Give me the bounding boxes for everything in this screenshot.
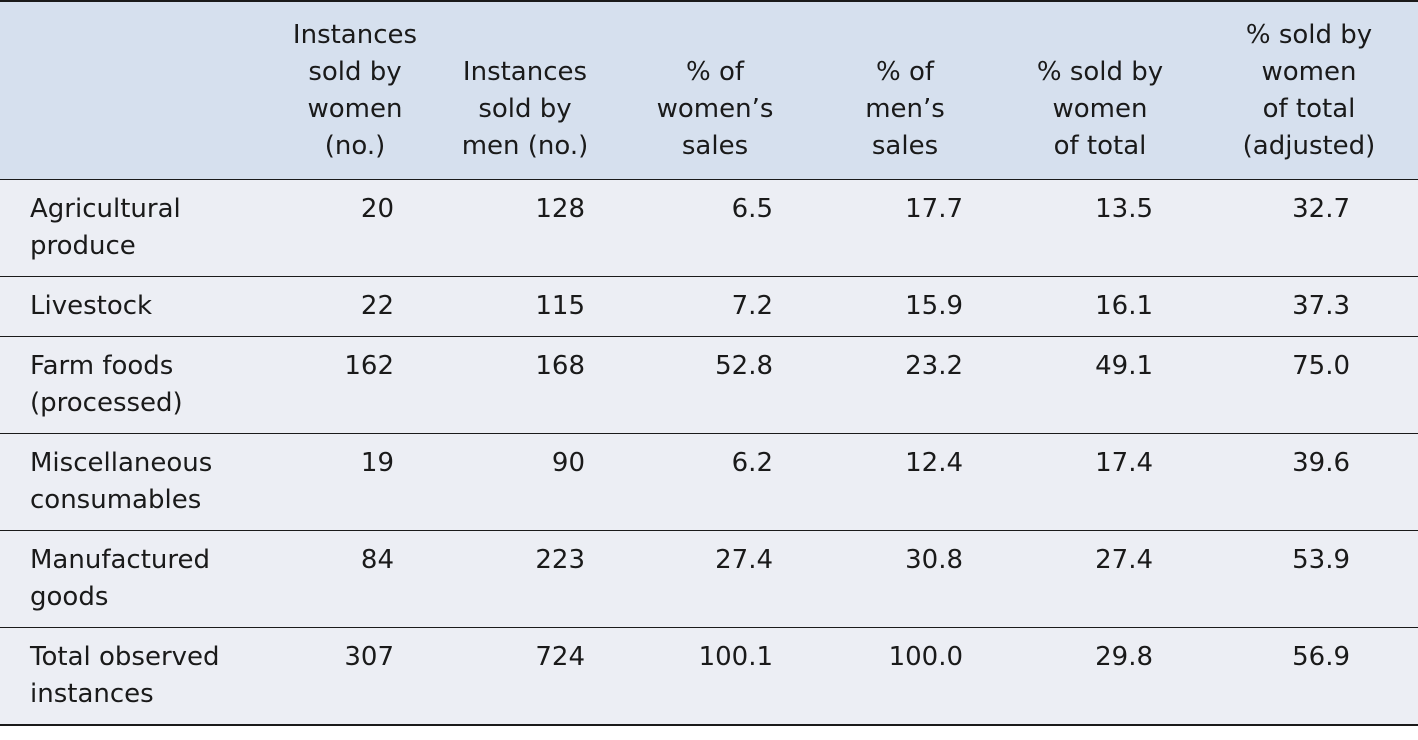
- header-pct-women-of-total-adjusted: % sold by women of total (adjusted): [1200, 1, 1418, 179]
- header-text-line: (adjusted): [1242, 130, 1376, 161]
- row-label-line: Manufactured: [30, 544, 210, 575]
- row-label-line: consumables: [30, 484, 202, 515]
- table-cell-value: 168: [535, 350, 585, 381]
- row-label: Total observed instances: [0, 627, 280, 725]
- table-cell-value: 128: [535, 193, 585, 224]
- header-text-line: women: [307, 93, 403, 124]
- table-cell-value: 17.7: [905, 193, 963, 224]
- table-row: Livestock 22 115 7.2 15.9 16.1 37.3: [0, 276, 1418, 336]
- header-text-line: % of: [685, 56, 745, 87]
- table-cell-value: 19: [360, 447, 394, 478]
- row-label: Manufactured goods: [0, 530, 280, 627]
- row-label-line: Total observed: [30, 641, 220, 672]
- header-pct-mens-sales: % of men’s sales: [810, 1, 1000, 179]
- header-text-line: women’s: [656, 93, 774, 124]
- table-cell-value: 16.1: [1095, 290, 1153, 321]
- header-pct-womens-sales: % of women’s sales: [620, 1, 810, 179]
- table-body: Agricultural produce 20 128 6.5 17.7 13.5 32.7 L…: [0, 179, 1418, 725]
- row-label-line: goods: [30, 581, 109, 612]
- table-cell-value: 90: [551, 447, 585, 478]
- header-pct-women-of-total: % sold by women of total: [1000, 1, 1200, 179]
- row-label-line: Livestock: [30, 290, 153, 321]
- table-cell-value: 29.8: [1095, 641, 1153, 672]
- table-cell-value: 100.0: [888, 641, 963, 672]
- table-cell-value: 223: [535, 544, 585, 575]
- header-text-line: Instances: [462, 56, 588, 87]
- table-cell-value: 49.1: [1095, 350, 1153, 381]
- table-cell-value: 53.9: [1292, 544, 1350, 575]
- table-cell-value: 27.4: [1095, 544, 1153, 575]
- table-cell-value: 162: [344, 350, 394, 381]
- header-text-line: sold by: [478, 93, 572, 124]
- header-text-line: sales: [871, 130, 939, 161]
- header-text-line: of total: [1053, 130, 1147, 161]
- table-row: Miscellaneous consumables 19 90 6.2 12.4 17.4 3…: [0, 433, 1418, 530]
- table-cell-value: 23.2: [905, 350, 963, 381]
- header-text-line: sales: [681, 130, 749, 161]
- header-text-line: % sold by: [1245, 19, 1373, 50]
- table-cell-value: 37.3: [1292, 290, 1350, 321]
- table-cell-value: 100.1: [698, 641, 773, 672]
- table-cell-value: 13.5: [1095, 193, 1153, 224]
- row-label-line: Agricultural: [30, 193, 181, 224]
- table-cell-value: 724: [535, 641, 585, 672]
- header-text-line: men’s: [865, 93, 945, 124]
- header-text-line: women: [1052, 93, 1148, 124]
- header-text-line: sold by: [308, 56, 402, 87]
- table-row: Agricultural produce 20 128 6.5 17.7 13.5 32.7: [0, 179, 1418, 276]
- table-cell-value: 22: [360, 290, 394, 321]
- row-label: Farm foods (processed): [0, 336, 280, 433]
- header-text-line: (no.): [324, 130, 386, 161]
- table-cell-value: 32.7: [1292, 193, 1350, 224]
- table-cell-value: 7.2: [731, 290, 773, 321]
- row-label: Agricultural produce: [0, 179, 280, 276]
- row-label-line: produce: [30, 230, 136, 261]
- table-cell-value: 6.5: [731, 193, 773, 224]
- row-label-line: Miscellaneous: [30, 447, 213, 478]
- table-cell-value: 6.2: [731, 447, 773, 478]
- table-header-row: Instances sold by women (no.) Instances sold…: [0, 1, 1418, 179]
- table-cell-value: 52.8: [715, 350, 773, 381]
- row-label: Miscellaneous consumables: [0, 433, 280, 530]
- table-cell-value: 115: [535, 290, 585, 321]
- header-text-line: Instances: [292, 19, 418, 50]
- row-label: Livestock: [0, 276, 280, 336]
- header-text-line: men (no.): [461, 130, 589, 161]
- row-label-line: (processed): [30, 387, 183, 418]
- header-text-line: women: [1261, 56, 1357, 87]
- table-cell-value: 56.9: [1292, 641, 1350, 672]
- table-cell-value: 307: [344, 641, 394, 672]
- header-text-line: % of: [875, 56, 935, 87]
- table-cell-value: 75.0: [1292, 350, 1350, 381]
- table-cell-value: 17.4: [1095, 447, 1153, 478]
- row-label-line: instances: [30, 678, 154, 709]
- table-cell-value: 30.8: [905, 544, 963, 575]
- table-cell-value: 39.6: [1292, 447, 1350, 478]
- table-cell-value: 12.4: [905, 447, 963, 478]
- header-text-line: % sold by: [1036, 56, 1164, 87]
- table-cell-value: 20: [360, 193, 394, 224]
- header-instances-women: Instances sold by women (no.): [280, 1, 430, 179]
- row-label-line: Farm foods: [30, 350, 174, 381]
- table-cell-value: 27.4: [715, 544, 773, 575]
- header-instances-men: Instances sold by men (no.): [430, 1, 620, 179]
- table-row: Total observed instances 307 724 100.1 100.0 2…: [0, 627, 1418, 725]
- header-category: [0, 1, 280, 179]
- table-row: Farm foods (processed) 162 168 52.8 23.2 49.1 7…: [0, 336, 1418, 433]
- table-row: Manufactured goods 84 223 27.4 30.8 27.4 53.9: [0, 530, 1418, 627]
- header-text-line: of total: [1262, 93, 1356, 124]
- table-cell-value: 84: [360, 544, 394, 575]
- table-cell-value: 15.9: [905, 290, 963, 321]
